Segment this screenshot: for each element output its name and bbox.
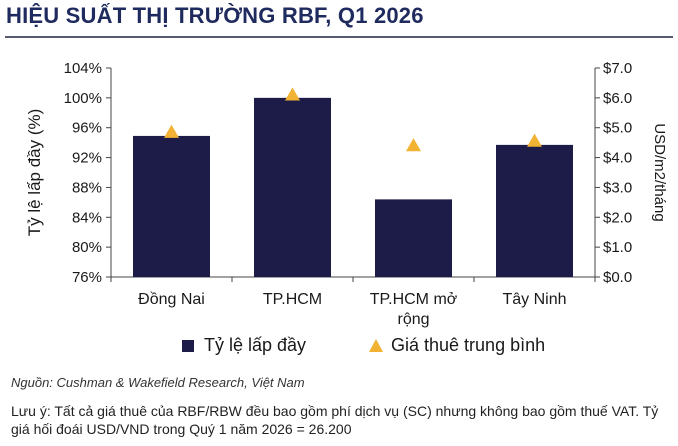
rent-marker <box>164 124 179 138</box>
right-tick-label: $4.0 <box>603 150 632 167</box>
category-label: Đồng Nai <box>138 291 205 308</box>
right-tick-label: $3.0 <box>603 179 632 196</box>
source-note: Nguồn: Cushman & Wakefield Research, Việ… <box>11 375 305 390</box>
left-axis-title: Tỷ lệ lấp đầy (%) <box>25 109 44 237</box>
legend-item-occupancy: Tỷ lệ lấp đầy <box>182 335 306 356</box>
rent-marker <box>527 133 542 147</box>
rent-marker <box>406 138 421 152</box>
category-label: TP.HCM <box>263 291 322 308</box>
occupancy-bar <box>496 144 573 277</box>
occupancy-bar <box>133 135 210 277</box>
chart-legend: Tỷ lệ lấp đầy Giá thuê trung bình <box>0 335 678 363</box>
rent-marker <box>285 87 300 101</box>
category-label: rộng <box>397 311 429 328</box>
left-tick-label: 96% <box>72 120 102 137</box>
legend-occupancy-label: Tỷ lệ lấp đầy <box>204 335 307 355</box>
right-tick-label: $2.0 <box>603 209 632 226</box>
title-divider <box>5 36 673 38</box>
right-tick-label: $0.0 <box>603 269 632 286</box>
left-tick-label: 84% <box>72 209 102 226</box>
right-tick-label: $1.0 <box>603 239 632 256</box>
right-tick-label: $6.0 <box>603 90 632 107</box>
left-tick-label: 80% <box>72 239 102 256</box>
category-label: Tây Ninh <box>502 291 566 308</box>
occupancy-rent-chart: 76% 80% 84% 88% 92% 96% 100% 104% $0.0 $1.0 $2.0 $3… <box>25 60 668 328</box>
legend-bar-swatch <box>182 339 194 352</box>
footnote: Lưu ý: Tất cả giá thuê của RBF/RBW đều b… <box>11 403 659 437</box>
legend-item-rent: Giá thuê trung bình <box>369 335 545 356</box>
category-label: TP.HCM mở <box>370 291 458 308</box>
left-tick-label: 100% <box>64 90 102 107</box>
page-title: HIỆU SUẤT THỊ TRƯỜNG RBF, Q1 2026 <box>6 3 424 28</box>
right-tick-label: $7.0 <box>603 60 632 77</box>
occupancy-bar <box>375 199 452 277</box>
left-tick-label: 104% <box>64 60 102 77</box>
left-tick-label: 76% <box>72 269 102 286</box>
triangle-marker-icon <box>369 339 383 352</box>
left-tick-label: 88% <box>72 179 102 196</box>
left-tick-label: 92% <box>72 150 102 167</box>
right-tick-label: $5.0 <box>603 120 632 137</box>
right-axis-title: USD/m2/tháng <box>651 123 668 221</box>
legend-rent-label: Giá thuê trung bình <box>391 335 546 355</box>
occupancy-bar <box>254 97 331 277</box>
